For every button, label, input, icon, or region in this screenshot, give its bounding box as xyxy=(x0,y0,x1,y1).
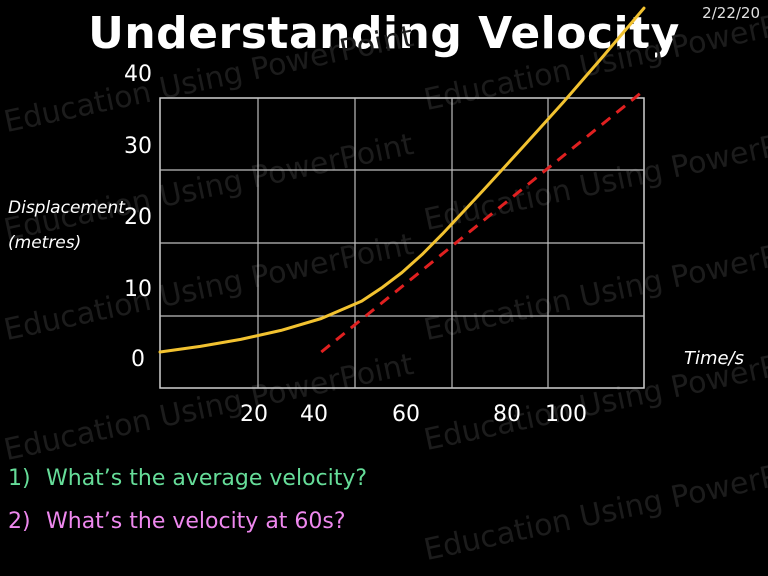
x-tick-label: 80 xyxy=(493,402,521,427)
question-2: 2) What’s the velocity at 60s? xyxy=(8,509,346,534)
slide-title: Understanding Velocity xyxy=(88,8,680,59)
question-2-text: What’s the velocity at 60s? xyxy=(46,509,346,534)
tangent-line xyxy=(320,89,645,354)
y-tick-label: 40 xyxy=(124,62,152,87)
slide-date: 2/22/20 xyxy=(702,4,760,22)
y-tick-label: 0 xyxy=(131,347,145,372)
y-axis-label-line2: (metres) xyxy=(8,233,82,253)
x-tick-label: 20 xyxy=(240,402,268,427)
x-tick-label: 40 xyxy=(300,402,328,427)
x-tick-labels: 20 40 60 80 100 xyxy=(240,402,587,427)
y-axis-label-line1: Displacement xyxy=(8,198,125,218)
question-1-number: 1) xyxy=(8,466,31,491)
question-1-text: What’s the average velocity? xyxy=(46,466,368,491)
chart-series xyxy=(158,6,646,354)
y-tick-labels: 40 30 20 10 0 xyxy=(124,62,152,372)
y-tick-label: 20 xyxy=(124,205,152,230)
x-tick-label: 100 xyxy=(545,402,587,427)
y-tick-label: 10 xyxy=(124,277,152,302)
x-tick-label: 60 xyxy=(392,402,420,427)
x-axis-label: Time/s xyxy=(683,348,744,369)
question-1: 1) What’s the average velocity? xyxy=(8,466,367,491)
y-tick-label: 30 xyxy=(124,134,152,159)
question-2-number: 2) xyxy=(8,509,31,534)
displacement-curve xyxy=(158,6,646,354)
chart-grid xyxy=(159,97,645,389)
